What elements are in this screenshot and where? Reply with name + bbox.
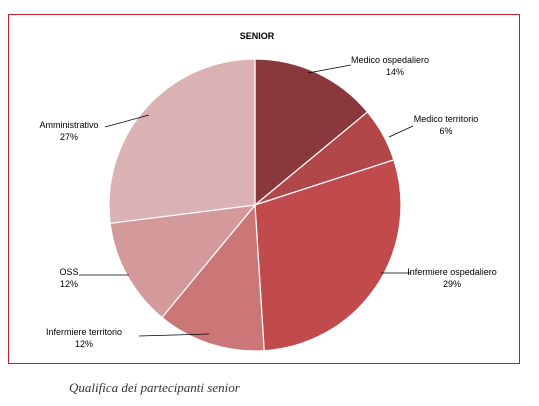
leader-line-medico-ospedaliero — [307, 64, 352, 74]
leader-line-amministrativo — [104, 114, 150, 128]
slice-label-infermiere-territorio: Infermiere territorio — [46, 327, 122, 337]
pie-slice-infermiere-ospedaliero — [254, 159, 402, 352]
slice-value-medico-territorio: 6% — [439, 126, 452, 136]
slice-label-medico-ospedaliero: Medico ospedaliero — [351, 55, 429, 65]
slice-value-oss: 12% — [60, 279, 78, 289]
slice-label-oss: OSS — [59, 267, 78, 277]
slice-value-infermiere-ospedaliero: 29% — [443, 279, 461, 289]
leader-line-medico-territorio — [388, 125, 414, 138]
slice-value-medico-ospedaliero: 14% — [386, 67, 404, 77]
leader-lines — [79, 64, 414, 337]
slice-label-infermiere-ospedaliero: Infermiere ospedaliero — [407, 267, 497, 277]
slice-value-infermiere-territorio: 12% — [75, 339, 93, 349]
pie-slice-infermiere-territorio — [161, 203, 265, 352]
slice-labels: Medico ospedaliero 14% Medico territorio 6%… — [39, 55, 496, 349]
leader-line-infermiere-territorio — [138, 333, 210, 337]
pie-slice-amministrativo — [108, 58, 256, 224]
slice-label-amministrativo: Amministrativo — [39, 120, 98, 130]
pie-chart: SENIOR Medico ospedaliero 14% Medico terri… — [39, 31, 497, 352]
chart-frame: SENIOR Medico ospedaliero 14% Medico terri… — [8, 14, 520, 364]
slice-label-medico-territorio: Medico territorio — [414, 114, 479, 124]
pie-slice-medico-ospedaliero — [254, 58, 369, 207]
pie-slices — [108, 58, 402, 352]
slice-value-amministrativo: 27% — [60, 132, 78, 142]
figure-caption: Qualifica dei partecipanti senior — [69, 380, 240, 395]
chart-title: SENIOR — [240, 31, 275, 41]
